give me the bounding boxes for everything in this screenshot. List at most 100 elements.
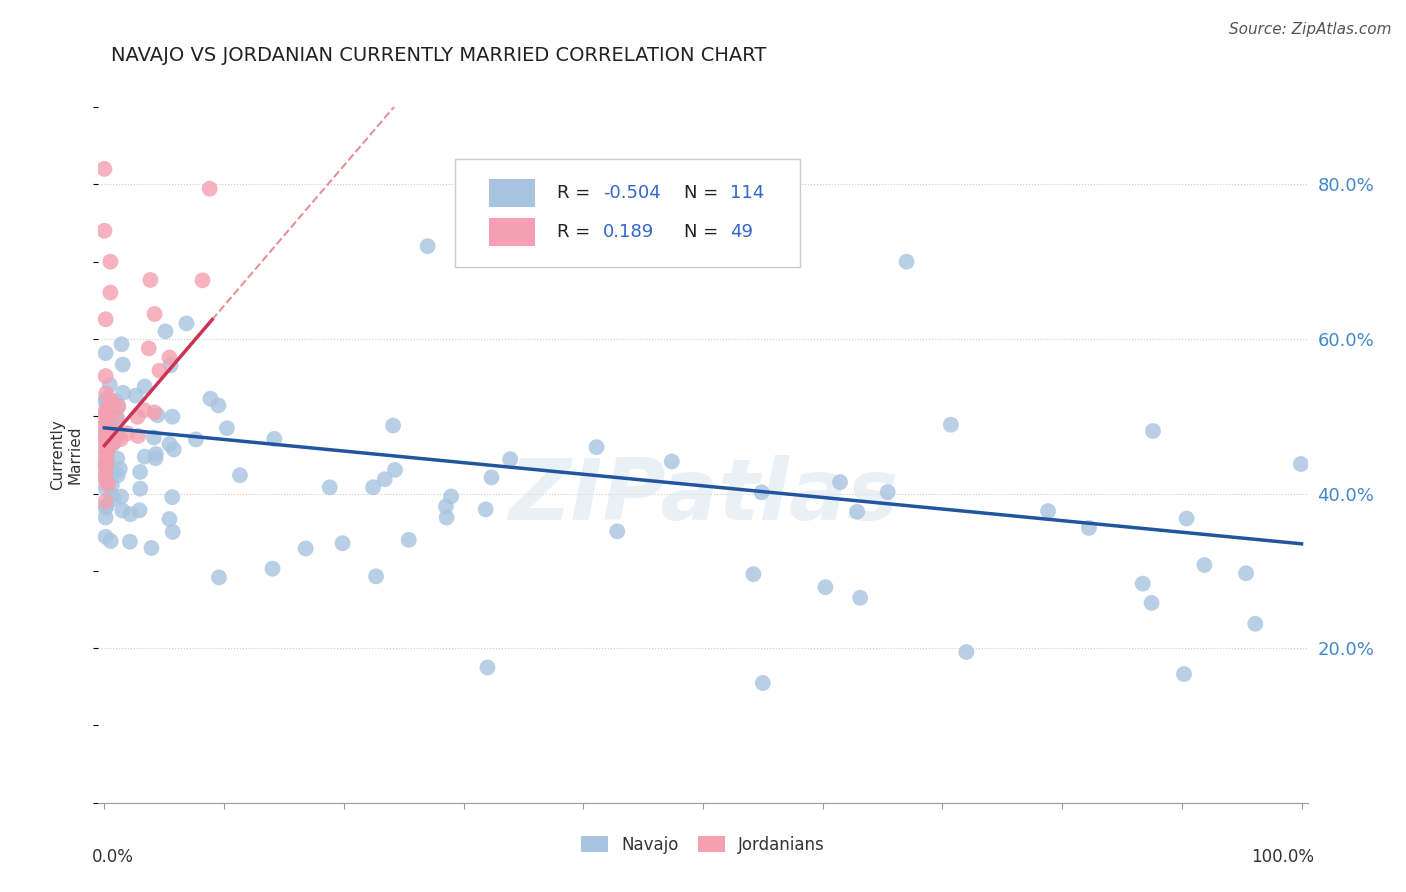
Point bbox=[876, 485, 898, 500]
Point bbox=[100, 393, 122, 408]
Point bbox=[163, 442, 186, 457]
Point bbox=[207, 399, 229, 413]
Y-axis label: Currently
Married: Currently Married bbox=[51, 419, 83, 491]
Point bbox=[361, 480, 384, 494]
Point bbox=[1244, 616, 1267, 631]
Point bbox=[294, 541, 316, 556]
Point bbox=[94, 392, 117, 406]
Point bbox=[160, 490, 183, 504]
Point bbox=[94, 432, 117, 446]
FancyBboxPatch shape bbox=[456, 159, 800, 267]
Point bbox=[162, 409, 184, 424]
Text: NAVAJO VS JORDANIAN CURRENTLY MARRIED CORRELATION CHART: NAVAJO VS JORDANIAN CURRENTLY MARRIED CO… bbox=[111, 46, 766, 65]
Point bbox=[499, 452, 522, 467]
Point bbox=[159, 359, 181, 373]
Point bbox=[104, 394, 127, 409]
Point bbox=[229, 468, 252, 483]
Point bbox=[127, 429, 149, 443]
Point bbox=[139, 273, 162, 287]
Point bbox=[94, 432, 117, 446]
Point bbox=[96, 397, 118, 411]
Point bbox=[94, 467, 117, 481]
Point bbox=[96, 386, 118, 401]
Point bbox=[94, 467, 117, 482]
Point bbox=[159, 437, 181, 451]
Point bbox=[100, 285, 122, 300]
Point bbox=[96, 499, 118, 513]
Point bbox=[94, 428, 117, 442]
Point bbox=[94, 494, 117, 508]
Point bbox=[94, 416, 117, 430]
Point bbox=[145, 451, 167, 466]
Point bbox=[1173, 667, 1195, 681]
Point bbox=[101, 415, 124, 429]
Point bbox=[97, 477, 120, 491]
Text: 114: 114 bbox=[730, 184, 763, 202]
Point bbox=[96, 443, 118, 458]
Point bbox=[661, 454, 683, 468]
Point bbox=[96, 417, 118, 431]
Point bbox=[262, 562, 284, 576]
Point bbox=[263, 432, 285, 446]
Point bbox=[103, 466, 125, 480]
Point bbox=[94, 530, 117, 544]
Text: 0.189: 0.189 bbox=[603, 223, 654, 241]
Point bbox=[1036, 504, 1059, 518]
Point bbox=[134, 379, 156, 393]
Point bbox=[143, 405, 166, 419]
Point bbox=[101, 478, 124, 492]
Point bbox=[1234, 566, 1257, 581]
Point bbox=[742, 567, 765, 582]
Point bbox=[94, 460, 117, 475]
Point bbox=[94, 393, 117, 408]
Point bbox=[105, 409, 128, 424]
Point bbox=[103, 491, 125, 506]
Point bbox=[107, 468, 129, 483]
Point bbox=[94, 455, 117, 469]
Point bbox=[141, 541, 163, 555]
Point bbox=[94, 443, 117, 458]
Point bbox=[145, 447, 167, 461]
Point bbox=[1289, 457, 1312, 471]
Point bbox=[110, 490, 132, 504]
Point bbox=[96, 447, 118, 461]
Point bbox=[94, 510, 117, 524]
Point bbox=[111, 503, 134, 517]
Point bbox=[382, 418, 405, 433]
Point bbox=[1132, 576, 1154, 591]
Point bbox=[846, 505, 869, 519]
Point bbox=[134, 403, 156, 417]
Point bbox=[849, 591, 872, 605]
Point bbox=[120, 507, 142, 521]
Point bbox=[96, 471, 118, 485]
Point bbox=[374, 472, 396, 486]
Point bbox=[125, 389, 148, 403]
Text: 0.0%: 0.0% bbox=[93, 848, 134, 866]
Point bbox=[208, 570, 231, 584]
Point bbox=[176, 317, 198, 331]
Point bbox=[94, 409, 117, 423]
Point bbox=[93, 224, 115, 238]
Point bbox=[364, 569, 387, 583]
Point bbox=[94, 404, 117, 418]
Point bbox=[111, 358, 134, 372]
Point bbox=[94, 404, 117, 418]
Point bbox=[198, 182, 221, 196]
Point bbox=[96, 427, 118, 442]
Point bbox=[148, 363, 170, 377]
Point bbox=[98, 377, 121, 392]
Point bbox=[896, 254, 918, 268]
Point bbox=[105, 428, 128, 442]
Point bbox=[319, 480, 342, 494]
Point bbox=[118, 534, 141, 549]
Point bbox=[215, 421, 238, 435]
Legend: Navajo, Jordanians: Navajo, Jordanians bbox=[574, 830, 832, 861]
Point bbox=[1142, 424, 1164, 438]
Point bbox=[477, 660, 499, 674]
Point bbox=[94, 482, 117, 496]
Point bbox=[100, 488, 122, 502]
Point bbox=[100, 254, 122, 268]
Point bbox=[155, 324, 177, 338]
Point bbox=[1194, 558, 1216, 572]
Point bbox=[101, 437, 124, 451]
